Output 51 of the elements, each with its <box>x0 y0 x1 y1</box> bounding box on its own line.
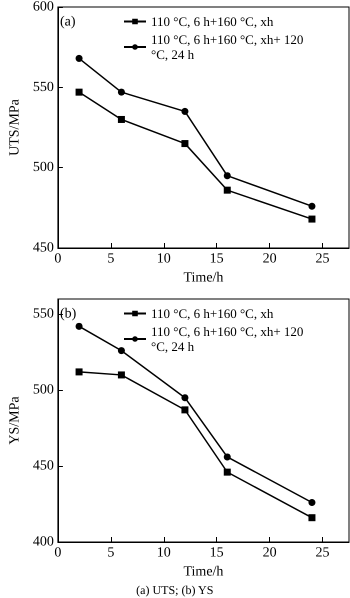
y-tick-label: 600 <box>32 0 54 14</box>
x-tick-label: 25 <box>316 546 330 560</box>
x-tick-label: 5 <box>107 546 114 560</box>
y-axis-title: UTS/MPa <box>8 98 22 156</box>
x-tick-label: 20 <box>262 252 277 266</box>
x-axis-title: Time/h <box>183 270 224 286</box>
point <box>181 394 188 402</box>
point <box>308 216 316 223</box>
point <box>308 514 316 522</box>
point <box>76 54 83 62</box>
point <box>224 172 231 180</box>
point <box>308 499 316 506</box>
point <box>181 108 188 115</box>
point <box>181 406 188 414</box>
y-tick-label: 550 <box>32 306 54 322</box>
x-tick-label: 5 <box>107 252 114 266</box>
point <box>76 88 83 96</box>
x-tick-label: 0 <box>54 546 62 560</box>
annotation: (a) <box>60 14 76 30</box>
y-axis-title: YS/MPa <box>8 396 22 445</box>
x-tick-label: 0 <box>54 252 62 266</box>
x-tick-label: 10 <box>156 546 171 560</box>
point <box>224 186 231 194</box>
x-tick-label: 25 <box>316 252 330 266</box>
y-tick-label: 400 <box>32 534 54 550</box>
y-tick-label: 550 <box>32 80 54 95</box>
point <box>118 347 125 354</box>
point <box>118 116 125 123</box>
y-tick-label: 450 <box>32 458 54 474</box>
point <box>224 453 231 460</box>
point <box>181 140 188 148</box>
text: (a) UTS; (b) YS <box>136 583 214 597</box>
y-tick-label: 500 <box>32 382 54 398</box>
point <box>224 468 231 476</box>
point <box>76 322 83 330</box>
point <box>118 88 125 96</box>
y-tick-label: 450 <box>32 240 54 256</box>
y-tick-label: 500 <box>32 160 54 176</box>
legend-label: 110 °C, 6 h+160 °C, xh+ 120 °C, 24 h <box>151 324 307 354</box>
point <box>76 368 83 376</box>
legend-label: 110 °C, 6 h+160 °C, xh+ 120 °C, 24 h <box>151 32 307 62</box>
x-tick-label: 15 <box>210 252 224 266</box>
x-tick-label: 15 <box>210 546 224 560</box>
point <box>118 371 125 378</box>
point <box>308 202 316 210</box>
legend-label: 110 °C, 6 h+160 °C, xh <box>151 14 274 29</box>
legend-label: 110 °C, 6 h+160 °C, xh <box>151 306 274 321</box>
annotation: (b) <box>60 306 77 322</box>
x-tick-label: 20 <box>262 546 277 560</box>
x-tick-label: 10 <box>156 252 171 266</box>
x-axis-title: Time/h <box>183 564 224 580</box>
